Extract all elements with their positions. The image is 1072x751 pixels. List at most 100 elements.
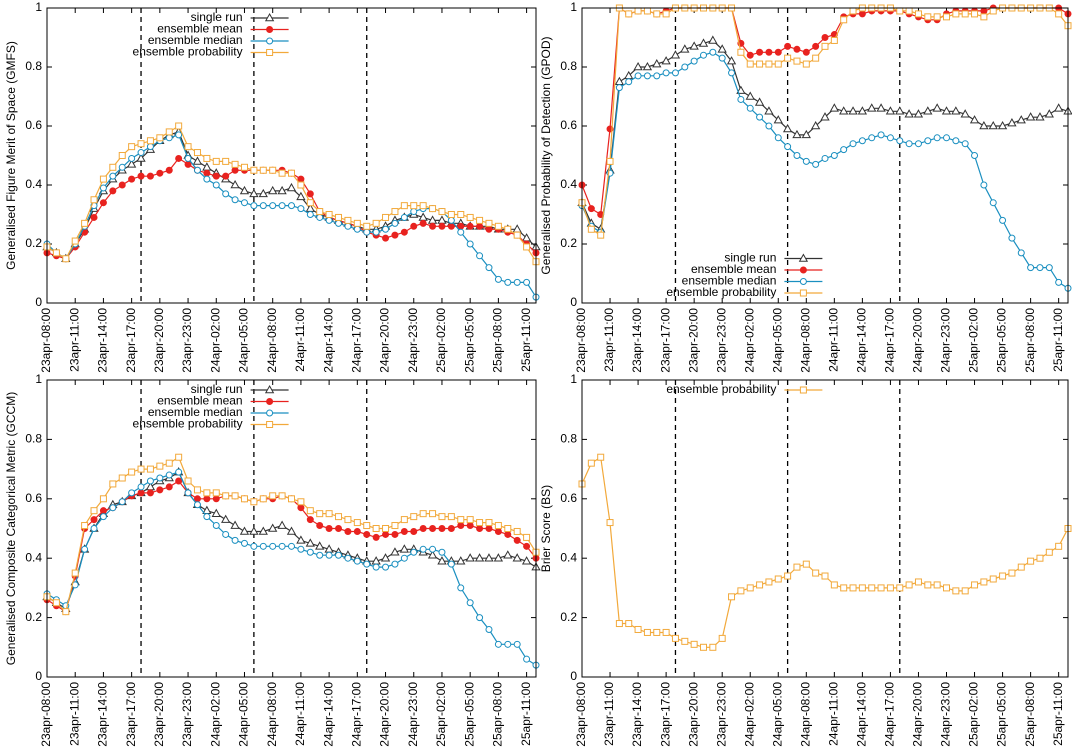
marker [988,120,998,130]
marker [231,536,239,544]
marker [1017,563,1025,571]
marker [126,159,137,168]
marker [306,516,314,524]
legend-marker [264,384,275,394]
x-tick-label: 23apr-08:00 [574,308,588,373]
marker [297,205,305,213]
marker [756,581,764,589]
y-tick-label: 0.8 [25,59,42,73]
marker [175,131,183,139]
x-tick-label: 24apr-14:00 [855,308,869,373]
marker [372,228,380,236]
marker [671,69,679,77]
marker [165,128,173,136]
marker [128,468,136,476]
marker [914,140,922,148]
marker [728,69,736,77]
marker [662,628,670,636]
marker [391,560,399,568]
x-tick-label: 23apr-14:00 [96,308,110,373]
marker [288,202,295,210]
marker [933,581,941,589]
marker [382,225,390,233]
marker [709,48,717,56]
x-tick-label: 23apr-11:00 [602,308,616,372]
marker [427,550,438,559]
marker [137,172,145,180]
marker [868,584,876,592]
marker [184,143,192,151]
x-tick-label: 24apr-08:00 [265,682,279,747]
x-tick-label: 24apr-02:00 [742,308,756,373]
x-tick-label: 25apr-02:00 [967,682,981,747]
marker [165,471,173,479]
marker [363,560,371,568]
marker [728,593,736,601]
marker [587,459,595,467]
marker [840,146,848,154]
marker [980,7,988,15]
marker [774,134,782,142]
marker [1045,548,1053,556]
x-tick-label: 24apr-05:00 [237,308,251,373]
marker [512,553,522,562]
marker [137,465,145,473]
marker [943,134,950,142]
y-tick-label: 0 [35,669,42,683]
legend-marker [799,386,807,394]
plot-frame [46,379,537,678]
marker [81,545,89,553]
marker [231,166,239,174]
marker [278,492,286,500]
x-tick-label: 24apr-23:00 [406,682,420,747]
x-tick-label: 24apr-17:00 [883,682,897,747]
marker [429,545,437,553]
marker [1044,109,1054,118]
marker [643,7,651,15]
marker [419,545,427,553]
marker [465,553,475,562]
subplot: 0 0.2 0.4 0.6 0.8 1 23apr-08:00 23apr-11:00 23ap… [4,372,541,747]
marker [222,190,230,198]
marker [802,48,810,56]
marker [419,510,427,518]
marker [315,541,325,550]
marker [904,109,914,118]
marker [466,516,474,524]
x-tick-label: 25apr-05:00 [995,308,1009,373]
marker [802,157,810,165]
marker [231,196,239,204]
x-tick-label: 25apr-11:00 [519,682,533,746]
legend-marker [266,49,274,56]
marker [513,231,521,239]
legend-label: ensemble median [148,405,243,419]
x-tick-label: 23apr-11:00 [67,682,81,746]
marker [476,216,484,224]
marker [634,72,642,80]
marker [372,533,380,541]
marker [90,196,98,204]
marker [81,219,89,227]
marker [700,643,707,651]
subplot: 0 0.2 0.4 0.6 0.8 1 23apr-08:00 23apr-11:00 23ap… [539,0,1072,373]
marker [268,523,278,532]
x-tick-label: 24apr-02:00 [208,308,222,373]
marker [128,175,136,183]
marker [877,584,885,592]
marker [634,625,642,633]
x-tick-label: 23apr-17:00 [124,682,138,747]
marker [1008,569,1016,577]
marker [961,587,969,595]
marker [980,181,988,189]
x-tick-label: 25apr-08:00 [491,682,505,747]
marker [193,149,201,157]
marker [849,584,857,592]
marker [493,553,504,562]
marker [689,41,699,50]
marker [700,51,707,59]
marker [1055,278,1063,286]
marker [1008,234,1016,242]
marker [849,7,857,15]
marker [390,547,400,556]
marker [1055,10,1063,18]
